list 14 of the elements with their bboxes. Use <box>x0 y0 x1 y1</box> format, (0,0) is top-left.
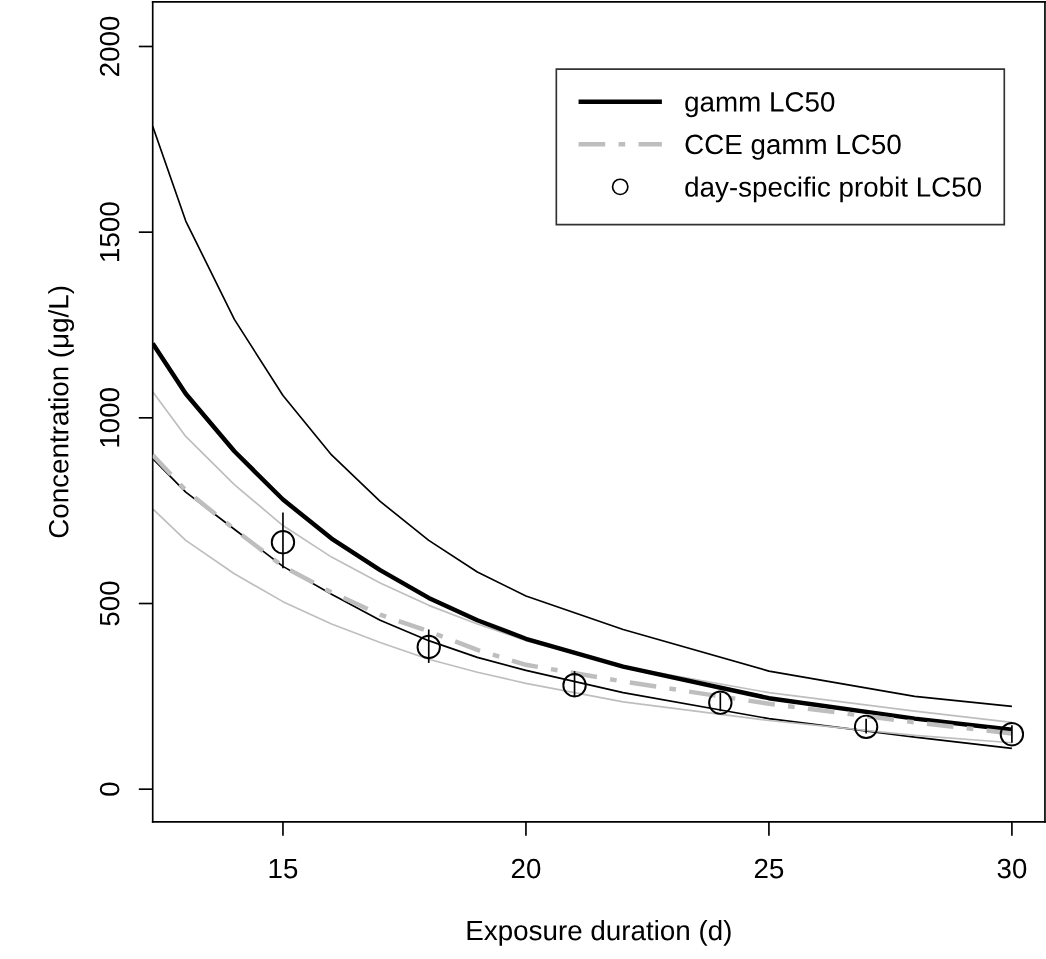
y-tick-label: 1500 <box>99 202 120 261</box>
legend-label: day-specific probit LC50 <box>685 176 982 203</box>
y-tick-label: 500 <box>99 581 120 626</box>
y-tick-label: 2000 <box>99 16 120 76</box>
x-tick-label: 20 <box>511 858 541 879</box>
y-tick-label: 0 <box>99 782 120 796</box>
y-tick-label: 1000 <box>99 388 120 447</box>
legend-label: CCE gamm LC50 <box>685 134 901 160</box>
x-tick-label: 30 <box>997 858 1027 879</box>
legend-label: gamm LC50 <box>685 92 835 118</box>
y-axis-title: Concentration (μg/L) <box>48 286 75 538</box>
x-tick-label: 25 <box>754 858 784 879</box>
x-axis-title: Exposure duration (d) <box>467 919 731 946</box>
x-tick-label: 15 <box>269 858 298 879</box>
